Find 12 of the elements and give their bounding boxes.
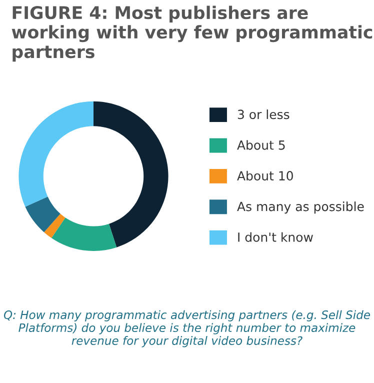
donut-slice <box>18 101 94 207</box>
legend-label: I don't know <box>238 232 313 242</box>
donut-slice <box>94 101 168 248</box>
donut-slice <box>44 214 66 238</box>
legend-label: About 5 <box>237 140 285 150</box>
legend-label: 3 or less <box>238 109 290 120</box>
legend-label: About 10 <box>237 170 293 181</box>
legend-label: As many as possible <box>237 202 364 214</box>
chart-title: FIGURE 4: Most publishers are working with very few programmatic partners <box>12 6 372 62</box>
donut-slice <box>51 218 117 251</box>
text: Q: How many programmatic advertising partners (e.g. Sell Side Platforms) do you believe is the right number to maximize revenue for your digital video business? <box>4 310 370 348</box>
donut-slice <box>25 196 60 232</box>
